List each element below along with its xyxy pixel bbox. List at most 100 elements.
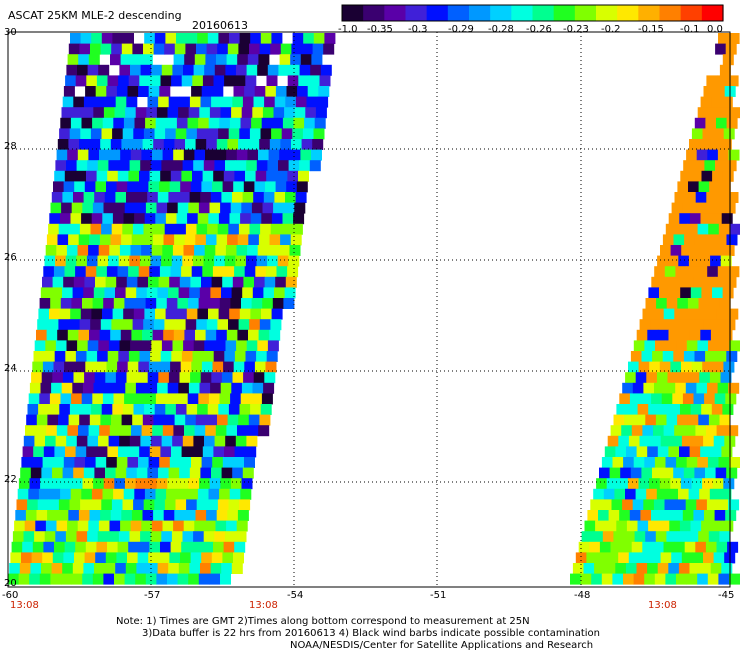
lat-tick: 22: [4, 475, 17, 485]
swath-cell: [100, 234, 111, 245]
swath-cell: [222, 552, 233, 563]
swath-cell: [727, 234, 738, 245]
swath-cell: [71, 213, 82, 224]
swath-cell: [728, 75, 739, 86]
swath-cell: [211, 97, 222, 108]
swath-cell: [170, 362, 181, 373]
swath-cell: [187, 33, 198, 44]
swath-cell: [670, 287, 681, 298]
swath-cell: [124, 213, 135, 224]
swath-cell: [70, 499, 81, 510]
swath-cell: [131, 245, 142, 256]
swath-cell: [87, 351, 98, 362]
swath-cell: [708, 457, 719, 468]
swath-cell: [247, 245, 258, 256]
swath-cell: [311, 54, 322, 65]
swath-cell: [80, 319, 91, 330]
swath-cell: [241, 203, 252, 214]
swath-cell: [265, 86, 276, 97]
swath-cell: [171, 542, 182, 553]
swath-cell: [179, 468, 190, 479]
swath-cell: [248, 54, 259, 65]
swath-cell: [123, 404, 134, 415]
swath-cell: [161, 351, 172, 362]
swath-cell: [81, 489, 92, 500]
swath-cell: [184, 330, 195, 341]
swath-cell: [36, 330, 47, 341]
swath-cell: [650, 552, 661, 563]
swath-cell: [703, 128, 714, 139]
swath-cell: [695, 234, 706, 245]
swath-cell: [647, 330, 658, 341]
swath-cell: [266, 266, 277, 277]
swath-cell: [139, 171, 150, 182]
swath-cell: [321, 65, 332, 76]
swath-cell: [200, 192, 211, 203]
swath-cell: [260, 44, 271, 55]
swath-cell: [654, 383, 665, 394]
swath-cell: [148, 372, 159, 383]
swath-cell: [192, 171, 203, 182]
note-line-1: Note: 1) Times are GMT 2)Times along bot…: [116, 616, 530, 628]
swath-cell: [667, 415, 678, 426]
swath-cell: [229, 404, 240, 415]
swath-cell: [64, 362, 75, 373]
swath-cell: [171, 171, 182, 182]
swath-cell: [212, 86, 223, 97]
swath-cell: [314, 128, 325, 139]
swath-cell: [139, 266, 150, 277]
swath-cell: [668, 563, 679, 574]
swath-cell: [679, 213, 690, 224]
swath-cell: [212, 457, 223, 468]
swath-cell: [85, 86, 96, 97]
swath-cell: [163, 521, 174, 532]
swath-cell: [296, 192, 307, 203]
swath-cell: [134, 309, 145, 320]
swath-cell: [41, 287, 52, 298]
swath-cell: [47, 415, 58, 426]
swath-cell: [717, 309, 728, 320]
swath-cell: [143, 44, 154, 55]
swath-cell: [690, 446, 701, 457]
swath-cell: [155, 404, 166, 415]
swath-cell: [182, 351, 193, 362]
swath-cell: [52, 192, 63, 203]
swath-cell: [174, 139, 185, 150]
swath-cell: [144, 404, 155, 415]
swath-cell: [613, 531, 624, 542]
swath-cell: [147, 192, 158, 203]
swath-cell: [165, 224, 176, 235]
swath-cell: [261, 404, 272, 415]
swath-cell: [295, 107, 306, 118]
swath-cell: [159, 457, 170, 468]
swath-cell: [203, 171, 214, 182]
swath-cell: [264, 192, 275, 203]
swath-cell: [681, 362, 692, 373]
swath-cell: [650, 319, 661, 330]
swath-cell: [84, 192, 95, 203]
swath-cell: [677, 415, 688, 426]
swath-cell: [89, 234, 100, 245]
swath-cell: [139, 542, 150, 553]
swath-cell: [278, 256, 289, 267]
swath-cell: [162, 245, 173, 256]
swath-cell: [117, 457, 128, 468]
swath-cell: [644, 574, 655, 585]
swath-cell: [68, 510, 79, 521]
swath-cell: [245, 446, 256, 457]
swath-cell: [232, 97, 243, 108]
swath-cell: [715, 277, 726, 288]
swath-cell: [98, 531, 109, 542]
swath-cell: [706, 75, 717, 86]
swath-cell: [605, 446, 616, 457]
swath-cell: [668, 256, 679, 267]
swath-cell: [640, 319, 651, 330]
swath-cell: [63, 277, 74, 288]
swath-cell: [21, 552, 32, 563]
swath-cell: [50, 574, 61, 585]
swath-cell: [62, 107, 73, 118]
swath-cell: [184, 54, 195, 65]
swath-cell: [174, 330, 185, 341]
swath-cell: [61, 574, 72, 585]
swath-cell: [216, 330, 227, 341]
